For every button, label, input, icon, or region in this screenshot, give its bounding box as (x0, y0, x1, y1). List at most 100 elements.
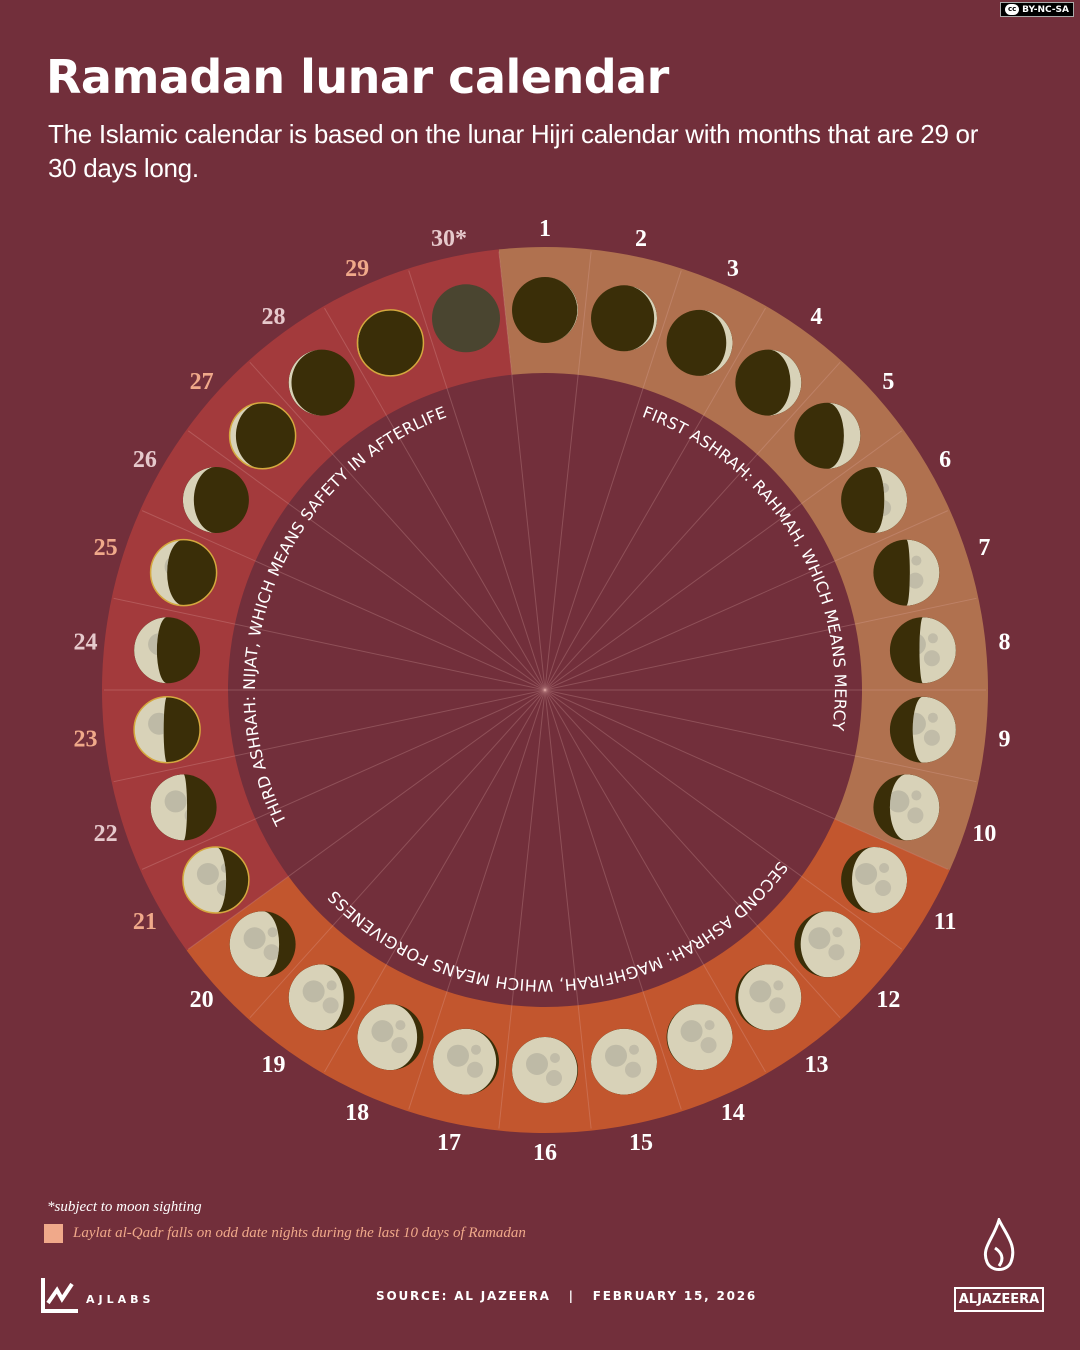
day-label-13: 13 (805, 1052, 829, 1078)
spoke-line (544, 689, 949, 870)
day-label-9: 9 (998, 726, 1010, 752)
day-label-3: 3 (727, 256, 739, 282)
spoke-line (544, 689, 682, 1110)
spoke-line (544, 270, 682, 691)
spoke-line (498, 251, 546, 691)
moon-day-16 (512, 1037, 578, 1103)
spoke-line (544, 510, 949, 691)
spoke-line (187, 430, 546, 691)
moon-day-27 (228, 401, 297, 470)
day-label-5: 5 (882, 369, 894, 395)
moon-day-4 (735, 349, 802, 416)
day-label-18: 18 (345, 1100, 369, 1126)
ajlabs-text: AJLABS (86, 1293, 155, 1306)
day-label-11: 11 (934, 909, 957, 935)
moon-day-14 (666, 1004, 733, 1071)
legend-swatch (44, 1224, 63, 1243)
moon-day-19 (288, 964, 355, 1031)
license-text: BY-NC-SA (1022, 4, 1069, 15)
spoke-line (544, 597, 977, 691)
moon-day-18 (357, 1004, 424, 1071)
spoke-line (544, 689, 592, 1129)
moon-day-6 (841, 467, 908, 533)
spoke-line (324, 307, 546, 691)
moon-day-23 (133, 695, 201, 764)
moon-day-13 (735, 964, 802, 1031)
moon-day-5 (794, 402, 861, 469)
spoke-line (544, 689, 903, 950)
day-label-1: 1 (539, 216, 551, 242)
moon-day-25 (149, 538, 218, 607)
day-label-24: 24 (74, 630, 98, 656)
day-label-12: 12 (876, 987, 900, 1013)
spoke-line (187, 689, 546, 950)
day-label-22: 22 (94, 821, 118, 847)
day-label-25: 25 (94, 535, 118, 561)
aljazeera-emblem-icon (984, 1215, 1015, 1271)
spoke-line (544, 689, 766, 1073)
moon-day-17 (432, 1028, 499, 1095)
spoke-line (498, 689, 546, 1129)
spoke-line (249, 689, 546, 1019)
spoke-line (544, 361, 841, 691)
ring-segment-third-ashrah (102, 249, 512, 951)
day-label-28: 28 (261, 304, 285, 330)
day-label-20: 20 (190, 987, 214, 1013)
day-label-19: 19 (261, 1052, 285, 1078)
ring-segment-first-ashrah (498, 247, 988, 871)
day-label-16: 16 (533, 1140, 557, 1166)
spoke-line (141, 689, 546, 870)
moon-day-2 (591, 285, 658, 352)
day-label-4: 4 (811, 304, 823, 330)
moon-day-11 (841, 847, 908, 913)
day-label-15: 15 (629, 1130, 653, 1156)
moon-day-9 (889, 696, 956, 763)
spoke-line (544, 307, 766, 691)
day-label-23: 23 (74, 726, 98, 752)
moon-day-22 (150, 774, 217, 841)
spoke-line (113, 689, 546, 783)
footnote: *subject to moon sighting (47, 1199, 202, 1215)
spoke-line (113, 597, 546, 691)
day-label-7: 7 (978, 535, 990, 561)
legend: Laylat al-Qadr falls on odd date nights … (44, 1224, 526, 1243)
moon-day-10 (873, 774, 940, 841)
aljazeera-logo: ALJAZEERA (954, 1215, 1044, 1312)
day-label-14: 14 (721, 1100, 745, 1126)
moon-day-21 (182, 846, 250, 914)
moon-day-26 (182, 467, 249, 533)
moon-day-29 (356, 309, 425, 377)
ajlabs-chart-icon (41, 1278, 78, 1313)
spoke-line (324, 689, 546, 1073)
legend-text: Laylat al-Qadr falls on odd date nights … (73, 1225, 526, 1241)
day-label-2: 2 (635, 226, 647, 252)
page-title: Ramadan lunar calendar (46, 50, 669, 104)
day-label-29: 29 (345, 256, 369, 282)
moon-day-30 (431, 284, 500, 353)
spoke-line (544, 251, 592, 691)
day-label-26: 26 (133, 447, 157, 473)
day-label-27: 27 (190, 369, 214, 395)
spoke-line (544, 689, 841, 1019)
cc-icon: cc (1005, 4, 1020, 15)
moon-day-8 (889, 617, 956, 684)
moon-day-24 (134, 617, 201, 684)
day-label-17: 17 (437, 1130, 461, 1156)
day-label-6: 6 (939, 447, 951, 473)
moon-day-28 (288, 349, 355, 416)
moon-day-15 (591, 1028, 658, 1095)
ajlabs-logo: AJLABS (40, 1276, 154, 1314)
spoke-line (408, 689, 546, 1110)
moon-day-12 (794, 911, 861, 978)
moon-day-7 (873, 539, 940, 606)
subtitle: The Islamic calendar is based on the lun… (48, 119, 979, 183)
day-label-21: 21 (133, 909, 157, 935)
spoke-line (544, 430, 903, 691)
spoke-line (408, 270, 546, 691)
spoke-line (544, 689, 977, 783)
source-line: SOURCE: AL JAZEERA | FEBRUARY 15, 2026 (376, 1289, 758, 1303)
moon-day-3 (666, 309, 733, 376)
license-badge: cc BY-NC-SA (1000, 2, 1074, 17)
day-label-10: 10 (972, 821, 996, 847)
